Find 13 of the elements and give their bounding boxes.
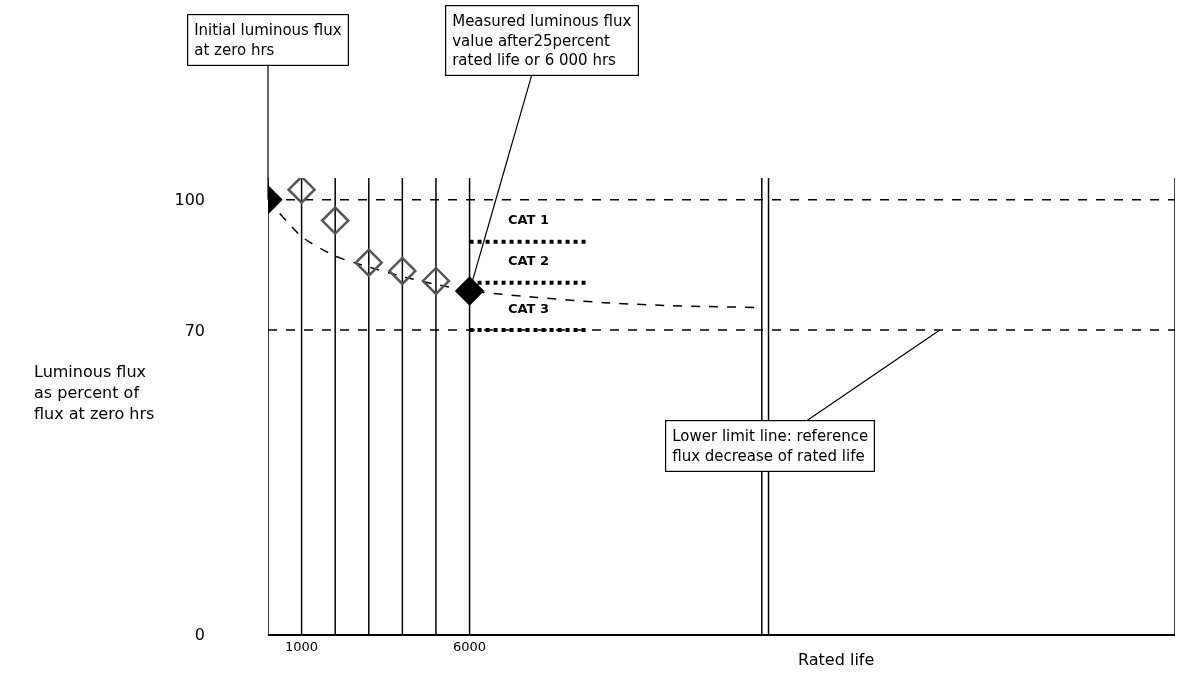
x-tick-label: 1000	[285, 639, 319, 655]
y-tick-label: 100	[174, 190, 205, 210]
annotation: Lower limit line: reference flux decrease of rated life	[672, 427, 869, 465]
series-label: CAT 1	[508, 212, 550, 227]
x-axis-title: Rated life	[798, 650, 875, 669]
series-label: CAT 2	[508, 253, 550, 268]
y-tick-label: 0	[194, 624, 205, 644]
annotation: Initial luminous flux at zero hrs	[194, 21, 342, 59]
y-axis-title: Luminous flux as percent of flux at zero hrs	[34, 362, 155, 423]
series-label: CAT 3	[508, 301, 550, 316]
y-tick-label: 70	[184, 320, 205, 340]
annotation: Measured luminous flux value after25percent rated life or 6 000 hrs	[452, 12, 632, 70]
x-tick-label: 6000	[453, 639, 487, 655]
